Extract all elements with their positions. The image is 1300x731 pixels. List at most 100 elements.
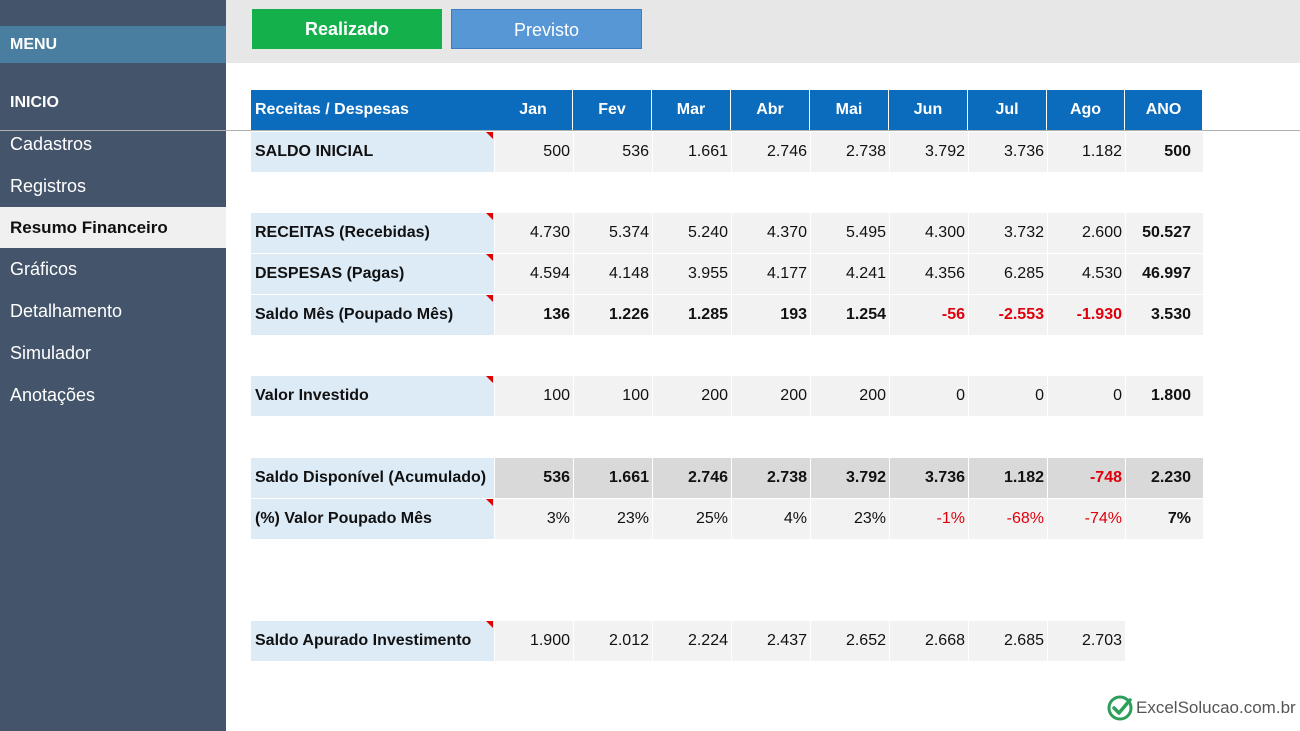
table-header-label: Receitas / Despesas xyxy=(251,90,494,130)
table-cell[interactable]: 2.012 xyxy=(573,621,652,661)
table-header-jan: Jan xyxy=(494,90,572,130)
table-cell[interactable]: 5.495 xyxy=(810,213,889,253)
table-cell[interactable]: 1.285 xyxy=(652,295,731,335)
sidebar-item-inicio[interactable]: INICIO xyxy=(10,94,59,111)
table-cell[interactable]: 25% xyxy=(652,499,731,539)
table-cell[interactable]: 1.661 xyxy=(652,132,731,172)
comment-indicator[interactable] xyxy=(486,132,493,139)
table-cell[interactable]: 1.661 xyxy=(573,458,652,498)
table-cell[interactable]: 4.530 xyxy=(1047,254,1125,294)
table-cell[interactable]: -68% xyxy=(968,499,1047,539)
table-cell[interactable]: 3.736 xyxy=(968,132,1047,172)
previsto-button[interactable]: Previsto xyxy=(451,9,642,49)
table-cell[interactable]: -74% xyxy=(1047,499,1125,539)
table-cell[interactable]: 4.148 xyxy=(573,254,652,294)
table-cell[interactable]: 200 xyxy=(810,376,889,416)
table-cell[interactable]: 6.285 xyxy=(968,254,1047,294)
table-cell[interactable]: 23% xyxy=(810,499,889,539)
table-cell[interactable]: 4% xyxy=(731,499,810,539)
table-cell[interactable]: 2.746 xyxy=(731,132,810,172)
table-cell-ano[interactable]: 3.530 xyxy=(1125,295,1203,335)
table-cell[interactable]: 100 xyxy=(494,376,573,416)
row-label: Saldo Mês (Poupado Mês) xyxy=(251,295,494,335)
table-cell[interactable]: 3.792 xyxy=(889,132,968,172)
sidebar-item-cadastros[interactable]: Cadastros xyxy=(10,134,93,154)
table-cell[interactable]: 2.685 xyxy=(968,621,1047,661)
table-cell[interactable]: -1.930 xyxy=(1047,295,1125,335)
sidebar-item-registros[interactable]: Registros xyxy=(10,176,87,196)
table-cell[interactable]: 2.703 xyxy=(1047,621,1125,661)
sidebar-item-anotacoes[interactable]: Anotações xyxy=(10,385,96,405)
row-label: DESPESAS (Pagas) xyxy=(251,254,494,294)
table-cell[interactable]: 3.732 xyxy=(968,213,1047,253)
table-cell[interactable]: 536 xyxy=(494,458,573,498)
table-cell[interactable]: 100 xyxy=(573,376,652,416)
sidebar-item-graficos[interactable]: Gráficos xyxy=(10,259,78,279)
sidebar-item-resumo-financeiro[interactable]: Resumo Financeiro xyxy=(0,207,226,248)
table-cell-ano[interactable]: 50.527 xyxy=(1125,213,1203,253)
table-cell[interactable]: 2.437 xyxy=(731,621,810,661)
table-cell[interactable]: 2.738 xyxy=(731,458,810,498)
table-cell[interactable]: 3.736 xyxy=(889,458,968,498)
table-cell[interactable]: 4.370 xyxy=(731,213,810,253)
table-cell[interactable]: 5.240 xyxy=(652,213,731,253)
table-cell[interactable]: 2.738 xyxy=(810,132,889,172)
table-cell[interactable]: 1.900 xyxy=(494,621,573,661)
table-cell[interactable]: 500 xyxy=(494,132,573,172)
table-cell[interactable]: 0 xyxy=(889,376,968,416)
comment-indicator[interactable] xyxy=(486,376,493,383)
table-cell[interactable]: 1.226 xyxy=(573,295,652,335)
realizado-button[interactable]: Realizado xyxy=(252,9,442,49)
table-cell[interactable]: 2.224 xyxy=(652,621,731,661)
table-header-ano: ANO xyxy=(1125,90,1202,130)
table-cell[interactable]: 200 xyxy=(731,376,810,416)
table-cell[interactable]: 23% xyxy=(573,499,652,539)
table-cell-ano[interactable]: 2.230 xyxy=(1125,458,1203,498)
table-cell-ano[interactable]: 500 xyxy=(1125,132,1203,172)
table-cell[interactable]: -2.553 xyxy=(968,295,1047,335)
table-cell[interactable]: 1.182 xyxy=(968,458,1047,498)
row-label: Saldo Apurado Investimento xyxy=(251,621,494,661)
comment-indicator[interactable] xyxy=(486,254,493,261)
table-cell[interactable]: 3% xyxy=(494,499,573,539)
sidebar-item-detalhamento[interactable]: Detalhamento xyxy=(10,301,123,321)
sidebar-item-simulador[interactable]: Simulador xyxy=(10,343,92,363)
table-cell[interactable]: 5.374 xyxy=(573,213,652,253)
comment-indicator[interactable] xyxy=(486,621,493,628)
table-cell[interactable]: -56 xyxy=(889,295,968,335)
table-cell[interactable]: 2.652 xyxy=(810,621,889,661)
table-cell[interactable]: 0 xyxy=(1047,376,1125,416)
table-cell[interactable]: 3.792 xyxy=(810,458,889,498)
table-cell-ano[interactable]: 46.997 xyxy=(1125,254,1203,294)
comment-indicator[interactable] xyxy=(486,295,493,302)
table-cell[interactable]: 4.356 xyxy=(889,254,968,294)
table-cell[interactable]: -748 xyxy=(1047,458,1125,498)
table-cell-ano[interactable]: 1.800 xyxy=(1125,376,1203,416)
table-cell[interactable]: 4.241 xyxy=(810,254,889,294)
row-label: Saldo Disponível (Acumulado) xyxy=(251,458,494,498)
table-cell-ano[interactable]: 7% xyxy=(1125,499,1203,539)
row-label: (%) Valor Poupado Mês xyxy=(251,499,494,539)
table-header-mar: Mar xyxy=(652,90,730,130)
table-cell[interactable]: 2.668 xyxy=(889,621,968,661)
table-cell[interactable]: 2.600 xyxy=(1047,213,1125,253)
table-cell[interactable]: 136 xyxy=(494,295,573,335)
table-cell[interactable]: 4.177 xyxy=(731,254,810,294)
table-cell[interactable]: 0 xyxy=(968,376,1047,416)
check-shield-icon xyxy=(1107,695,1133,721)
comment-indicator[interactable] xyxy=(486,499,493,506)
table-cell[interactable]: 193 xyxy=(731,295,810,335)
table-cell[interactable]: 4.300 xyxy=(889,213,968,253)
table-cell[interactable]: 200 xyxy=(652,376,731,416)
comment-indicator[interactable] xyxy=(486,213,493,220)
table-cell[interactable]: 1.182 xyxy=(1047,132,1125,172)
table-cell[interactable]: -1% xyxy=(889,499,968,539)
menu-title: MENU xyxy=(0,26,226,63)
table-cell[interactable]: 2.746 xyxy=(652,458,731,498)
table-cell[interactable]: 536 xyxy=(573,132,652,172)
table-cell[interactable]: 4.594 xyxy=(494,254,573,294)
table-cell[interactable]: 3.955 xyxy=(652,254,731,294)
table-header-jul: Jul xyxy=(968,90,1046,130)
table-cell[interactable]: 4.730 xyxy=(494,213,573,253)
table-cell[interactable]: 1.254 xyxy=(810,295,889,335)
